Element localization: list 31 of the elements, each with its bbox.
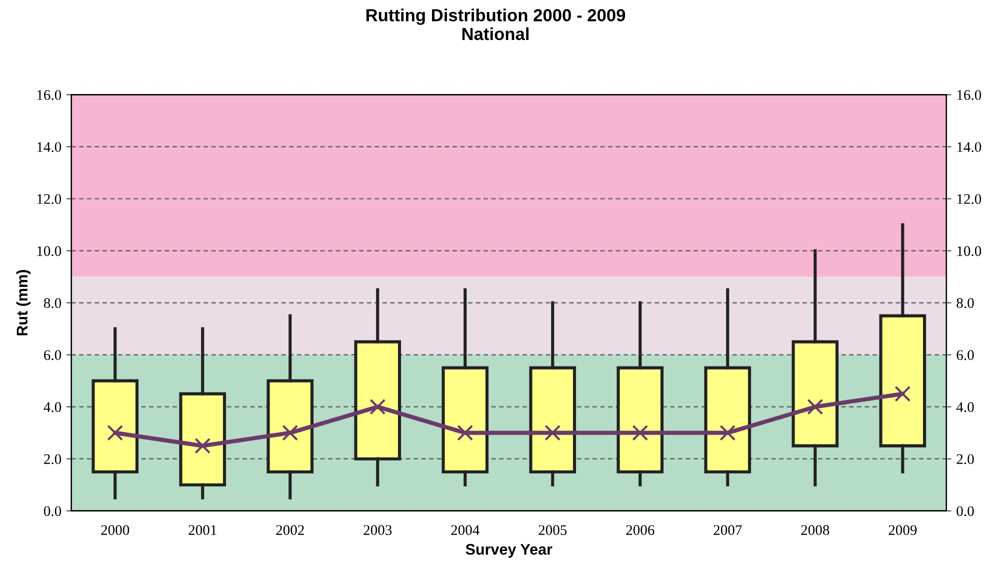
y-tick-label: 14.0	[37, 142, 62, 152]
y-tick-label: 2.0	[44, 454, 62, 464]
x-axis-title: Survey Year	[466, 544, 552, 558]
y2-tick-label: 14.0	[957, 142, 982, 152]
x-tick-label: 2005	[538, 525, 567, 536]
y2-tick-label: 16.0	[957, 90, 982, 100]
y2-tick-label: 6.0	[956, 350, 974, 360]
y2-tick-label: 4.0	[956, 402, 974, 412]
x-tick-label: 2006	[626, 525, 654, 536]
y-tick-label: 6.0	[44, 350, 62, 360]
y2-tick-label: 2.0	[956, 454, 974, 464]
y-tick-label: 4.0	[44, 402, 62, 412]
y-axis-title: Rut (mm)	[16, 270, 31, 336]
chart-title: Rutting Distribution 2000 - 2009 National	[366, 8, 626, 40]
x-tick-label: 2001	[188, 525, 216, 536]
x-tick-label: 2009	[888, 525, 917, 536]
y-tick-label: 16.0	[37, 90, 62, 100]
y-tick-label: 10.0	[37, 246, 62, 256]
x-tick-label: 2002	[276, 525, 304, 536]
x-tick-label: 2008	[801, 525, 830, 536]
y-tick-label: 12.0	[37, 194, 62, 204]
x-tick-label: 2003	[364, 525, 392, 536]
y2-tick-label: 10.0	[957, 246, 982, 256]
y2-tick-label: 8.0	[956, 298, 974, 308]
x-tick-label: 2004	[451, 525, 480, 536]
y-tick-label: 8.0	[44, 298, 62, 308]
x-tick-label: 2000	[101, 525, 130, 536]
y2-tick-label: 12.0	[957, 194, 982, 204]
y-tick-label: 0.0	[44, 506, 62, 516]
x-tick-label: 2007	[714, 525, 742, 536]
y2-tick-label: 0.0	[956, 506, 974, 516]
